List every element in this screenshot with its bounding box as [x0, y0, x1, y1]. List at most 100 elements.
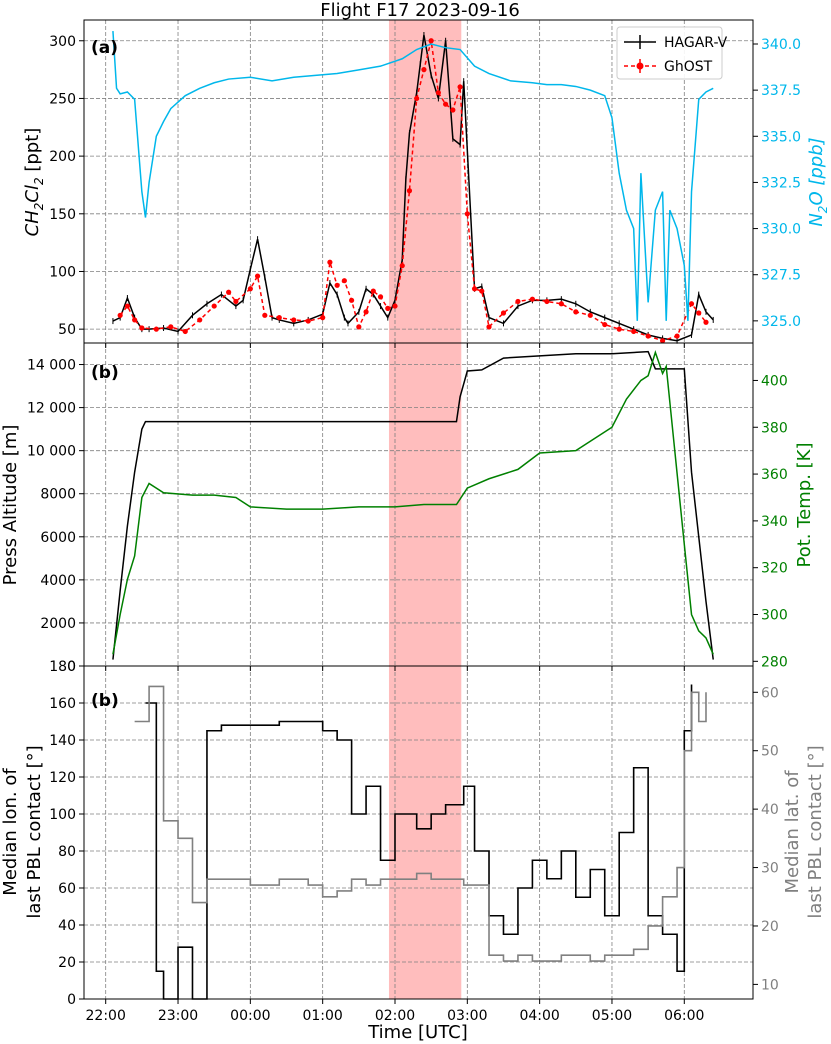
- ghost-point: [139, 325, 145, 331]
- ghost-point: [515, 298, 521, 305]
- y2-tick-label: 30: [761, 861, 779, 877]
- ghost-point: [421, 67, 427, 73]
- ghost-point: [363, 309, 369, 315]
- series-group: [112, 31, 714, 1000]
- y-tick-label: 0: [67, 659, 76, 675]
- ghost-point: [688, 301, 695, 307]
- ghost-point: [385, 305, 391, 311]
- panel-b-ylabel: Press Altitude [m]: [0, 425, 21, 586]
- x-tick-label: 05:00: [592, 1008, 632, 1024]
- ghost-point: [117, 312, 123, 318]
- ghost-point: [356, 324, 362, 330]
- panel-a-y2label-rest: O [ppb]: [806, 137, 827, 205]
- y-tick-label: 60: [58, 881, 76, 897]
- ghost-point: [182, 328, 188, 335]
- y-tick-label: 6000: [40, 530, 76, 546]
- ghost-point: [377, 294, 384, 300]
- series-line-median-lat-: [134, 685, 707, 962]
- panel-c-ylabel-line1: Median lon. of: [0, 768, 21, 896]
- y2-tick-label: 380: [761, 420, 788, 436]
- y-tick-label: 14 000: [27, 358, 76, 374]
- panel-a-ylabel-sub1: 2: [32, 203, 46, 211]
- ghost-point: [399, 263, 405, 269]
- y2-tick-label: 332.5: [761, 175, 801, 191]
- y-tick-label: 120: [49, 770, 76, 786]
- x-tick-label: 22:00: [86, 1008, 126, 1024]
- y2-tick-label: 20: [761, 919, 779, 935]
- ticks-group: 22:00 23:00 00:00 01:00 02:00 03:00 04:00 05:00…: [27, 34, 801, 1024]
- ghost-point: [471, 286, 478, 292]
- ghost-point: [132, 317, 138, 323]
- y-tick-label: 250: [49, 91, 76, 107]
- y-tick-label: 180: [49, 659, 76, 675]
- y-tick-label: 100: [49, 264, 76, 280]
- y2-tick-label: 360: [761, 467, 788, 483]
- y-tick-label: 0: [67, 992, 76, 1008]
- ghost-point: [464, 211, 470, 217]
- ghost-point: [334, 282, 340, 288]
- y-tick-label: 200: [49, 149, 76, 165]
- x-tick-label: 06:00: [664, 1008, 704, 1024]
- y-tick-label: 12 000: [27, 401, 76, 417]
- ghost-point: [276, 315, 282, 321]
- chart-title: Flight F17 2023-09-16: [320, 0, 520, 21]
- ghost-point: [392, 303, 398, 309]
- y-tick-label: 4000: [40, 573, 76, 589]
- ghost-point: [457, 84, 463, 90]
- ghost-point: [327, 259, 333, 265]
- y-tick-label: 300: [49, 34, 76, 50]
- panel-b-y2label: Pot. Temp. [K]: [794, 443, 815, 568]
- y2-tick-label: 340: [761, 514, 788, 530]
- y-tick-label: 100: [49, 807, 76, 823]
- panel-b-label: (b): [91, 363, 119, 383]
- ghost-point: [500, 310, 507, 316]
- ghost-point: [247, 286, 253, 292]
- ghost-point: [406, 188, 413, 194]
- x-tick-label: 03:00: [447, 1008, 487, 1024]
- ghost-point: [233, 298, 239, 305]
- ghost-point: [349, 297, 355, 303]
- x-tick-label: 01:00: [302, 1008, 342, 1024]
- panel-a-y2label-base: N: [806, 213, 827, 226]
- ghost-point: [703, 319, 709, 325]
- panel-a-ylabel-sub2: 2: [32, 177, 46, 185]
- highlight-span: [388, 20, 462, 999]
- y-tick-label: 160: [49, 696, 76, 712]
- y2-tick-label: 337.5: [761, 83, 801, 99]
- panel-c-ylabel-line2: last PBL contact [°]: [24, 745, 45, 918]
- x-tick-label: 04:00: [519, 1008, 559, 1024]
- ghost-point: [529, 296, 536, 302]
- ghost-point: [602, 321, 608, 328]
- y2-tick-label: 10: [761, 977, 779, 993]
- y2-tick-label: 50: [761, 744, 779, 760]
- panel-c-label: (b): [91, 691, 119, 711]
- ghost-point: [124, 303, 130, 309]
- y2-tick-label: 320: [761, 561, 788, 577]
- ghost-point: [320, 315, 326, 321]
- ghost-point: [370, 288, 376, 294]
- ghost-point: [254, 273, 261, 279]
- series-line-pot-temp-: [112, 349, 714, 655]
- y2-tick-label: 400: [761, 373, 788, 389]
- panel-a-label: (a): [91, 38, 118, 58]
- ghost-point: [211, 303, 217, 309]
- ghost-point: [573, 309, 579, 315]
- y2-tick-label: 340.0: [761, 37, 801, 53]
- x-tick-label: 00:00: [230, 1008, 270, 1024]
- ghost-point: [262, 312, 268, 318]
- ghost-point: [558, 301, 564, 307]
- ghost-point: [486, 324, 492, 330]
- legend: HAGAR-V GhOST: [616, 26, 728, 80]
- y-tick-label: 10 000: [27, 444, 76, 460]
- ghost-point: [645, 333, 651, 339]
- y2-tick-label: 325.0: [761, 314, 801, 330]
- ghost-point: [587, 312, 593, 318]
- legend-ghost-label: GhOST: [664, 59, 713, 75]
- y-tick-label: 40: [58, 918, 76, 934]
- legend-hagar-label: HAGAR-V: [664, 35, 728, 51]
- panel-a-ylabel: CH2Cl2 [ppt]: [22, 128, 46, 237]
- y-tick-label: 150: [49, 207, 76, 223]
- ghost-point: [428, 38, 434, 44]
- ghost-point: [341, 278, 347, 284]
